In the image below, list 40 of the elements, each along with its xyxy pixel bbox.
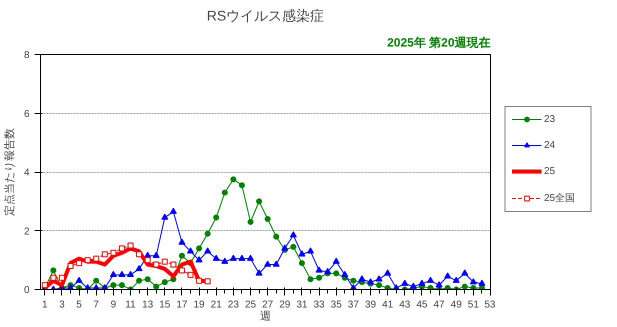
x-tick-label: 37 [348,300,360,310]
chart-title: RSウイルス感染症 [206,8,324,24]
x-tick-label: 9 [110,300,117,310]
x-tick-label: 25 [244,300,256,310]
y-tick-label: 8 [24,50,30,61]
x-tick-label: 27 [262,300,274,310]
x-tick-label: 31 [296,300,308,310]
y-tick-label: 4 [24,168,30,178]
x-tick-label: 47 [434,300,446,310]
legend-label: 25 [544,166,556,176]
y-tick-label: 0 [24,285,30,296]
x-tick-label: 51 [468,300,480,310]
y-axis-title: 定点当たり報告数 [2,128,16,216]
x-tick-label: 21 [210,300,222,310]
legend-label: 24 [544,140,556,150]
x-tick-label: 3 [59,300,66,310]
x-tick-label: 45 [416,300,428,310]
chart-subtitle: 2025年 第20週現在 [387,36,491,50]
x-tick-label: 49 [450,300,462,310]
x-tick-label: 7 [93,300,100,310]
x-axis-title: 週 [260,310,271,322]
x-tick-label: 19 [194,300,206,310]
x-tick-label: 11 [125,300,136,310]
x-tick-label: 1 [42,300,48,310]
x-tick-label: 17 [176,300,188,310]
x-tick-label: 13 [142,300,154,310]
x-tick-label: 41 [382,300,394,310]
x-tick-label: 23 [228,300,240,310]
x-tick-label: 39 [364,300,376,310]
x-tick-label: 35 [330,300,342,310]
legend-label: 23 [544,114,556,124]
x-tick-label: 53 [484,300,496,310]
x-tick-label: 33 [314,300,326,310]
x-tick-label: 29 [279,300,291,310]
legend-label: 25全国 [544,192,576,205]
y-tick-label: 6 [24,108,30,120]
x-tick-label: 15 [159,300,171,310]
y-tick-label: 2 [24,226,30,238]
x-tick-label: 5 [76,300,82,310]
x-tick-label: 43 [399,300,411,310]
